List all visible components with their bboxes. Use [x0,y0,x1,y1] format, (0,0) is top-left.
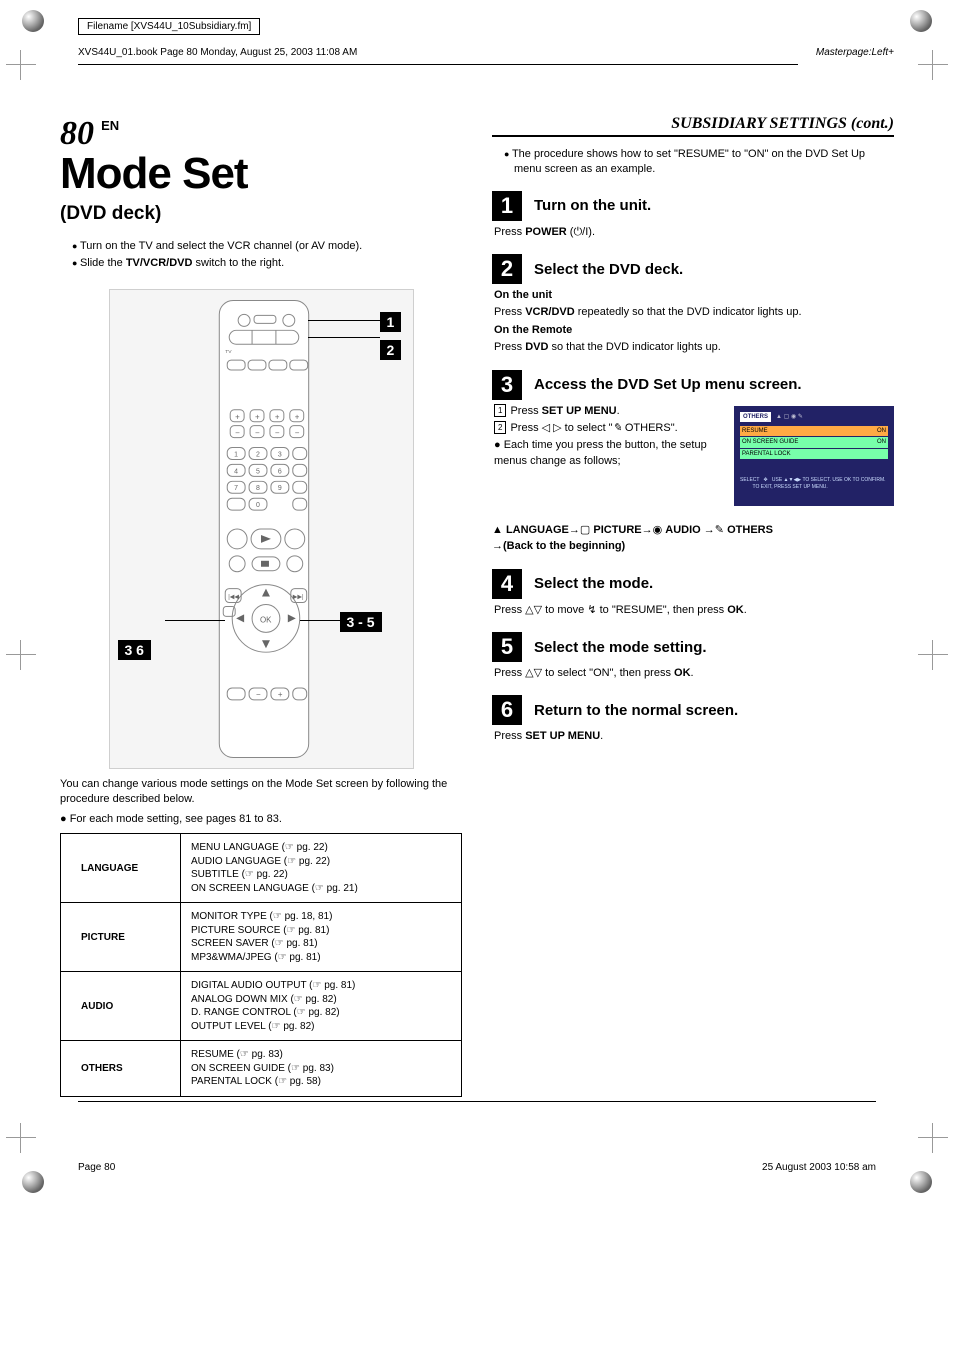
step-body: Press △▽ to move ↯ to "RESUME", then pre… [494,603,894,618]
svg-text:2: 2 [256,451,260,458]
svg-text:+: + [274,412,279,421]
settings-category: OTHERS [61,1041,181,1097]
step-number: 2 [492,254,522,284]
registration-mark [6,1123,36,1153]
callout-tag: 2 [380,340,402,360]
settings-items: RESUME (☞ pg. 83)ON SCREEN GUIDE (☞ pg. … [181,1041,462,1097]
crop-mark-ball [22,1171,44,1193]
step-title: Return to the normal screen. [534,702,738,719]
settings-items: DIGITAL AUDIO OUTPUT (☞ pg. 81)ANALOG DO… [181,972,462,1041]
step-title: Select the DVD deck. [534,261,683,278]
settings-category: LANGUAGE [61,834,181,903]
crop-mark-ball [22,10,44,32]
callout-line [308,320,380,321]
callout-line [300,620,340,621]
svg-text:8: 8 [256,485,260,492]
svg-text:7: 7 [234,485,238,492]
svg-text:9: 9 [277,485,281,492]
step-number: 3 [492,370,522,400]
svg-text:0: 0 [256,502,260,509]
page-number-lang: EN [101,118,119,133]
registration-mark [918,1123,948,1153]
step-body: Press SET UP MENU. [494,729,894,744]
svg-text:▶▶|: ▶▶| [292,594,303,600]
masterpage-label: Masterpage:Left+ [816,47,894,58]
osd-preview: OTHERS ▲ ▢ ◉ ✎ RESUMEONON SCREEN GUIDEON… [734,406,894,506]
crop-mark-ball [910,1171,932,1193]
registration-mark [918,50,948,80]
svg-text:−: − [256,690,261,699]
svg-text:−: − [235,428,240,437]
menu-chain: ▲ LANGUAGE→▢ PICTURE→◉ AUDIO →✎ OTHERS→(… [492,522,894,555]
footer-page: Page 80 [78,1162,115,1173]
registration-mark [6,640,36,670]
footer-rule [78,1101,876,1102]
step-body: On the unitPress VCR/DVD repeatedly so t… [494,288,894,356]
page-subtitle: (DVD deck) [60,203,462,225]
settings-items: MONITOR TYPE (☞ pg. 18, 81)PICTURE SOURC… [181,903,462,972]
intro-bullet: Turn on the TV and select the VCR channe… [60,239,462,254]
callout-tag: 3 6 [118,640,151,660]
section-header: SUBSIDIARY SETTINGS (cont.) [492,115,894,137]
svg-text:TV: TV [225,349,232,355]
svg-text:−: − [274,428,279,437]
svg-text:OK: OK [260,615,272,624]
step-number: 4 [492,569,522,599]
registration-mark [918,640,948,670]
svg-text:6: 6 [277,468,281,475]
step-body: OTHERS ▲ ▢ ◉ ✎ RESUMEONON SCREEN GUIDEON… [494,404,894,512]
svg-text:−: − [294,428,299,437]
registration-mark [6,50,36,80]
svg-text:+: + [277,690,282,699]
svg-text:|◀◀: |◀◀ [228,594,239,600]
page-title: Mode Set [60,149,462,199]
page-number: 80 [60,115,94,152]
step-title: Turn on the unit. [534,197,651,214]
svg-text:1: 1 [234,451,238,458]
intro-bullets: Turn on the TV and select the VCR channe… [60,239,462,271]
svg-text:4: 4 [234,468,238,475]
callout-line [308,337,380,338]
svg-text:5: 5 [256,468,260,475]
step-title: Select the mode setting. [534,639,707,656]
callout-tag: 1 [380,312,402,332]
book-info: XVS44U_01.book Page 80 Monday, August 25… [78,47,357,58]
svg-text:3: 3 [277,451,281,458]
settings-table: LANGUAGEMENU LANGUAGE (☞ pg. 22)AUDIO LA… [60,833,462,1097]
crop-mark-ball [910,10,932,32]
right-intro: The procedure shows how to set "RESUME" … [492,147,894,177]
remote-illustration: TV + + + + − − − − [109,289,414,769]
callout-tag: 3 - 5 [340,612,382,632]
settings-items: MENU LANGUAGE (☞ pg. 22)AUDIO LANGUAGE (… [181,834,462,903]
svg-text:+: + [235,412,240,421]
step-body: Press POWER (⏻/I). [494,225,894,240]
step-number: 6 [492,695,522,725]
filename-box: Filename [XVS44U_10Subsidiary.fm] [78,18,260,35]
svg-text:+: + [255,412,260,421]
svg-text:+: + [294,412,299,421]
step-number: 1 [492,191,522,221]
step-body: Press △▽ to select "ON", then press OK. [494,666,894,681]
step-title: Access the DVD Set Up menu screen. [534,376,802,393]
settings-category: AUDIO [61,972,181,1041]
after-remote-text: ● For each mode setting, see pages 81 to… [60,812,462,827]
settings-category: PICTURE [61,903,181,972]
svg-text:−: − [255,428,260,437]
callout-line [165,620,225,621]
header-rule [78,64,798,65]
step-title: Select the mode. [534,575,653,592]
step-number: 5 [492,632,522,662]
after-remote-text: You can change various mode settings on … [60,777,462,807]
footer-date: 25 August 2003 10:58 am [762,1162,876,1173]
intro-bullet: Slide the TV/VCR/DVD switch to the right… [60,256,462,271]
